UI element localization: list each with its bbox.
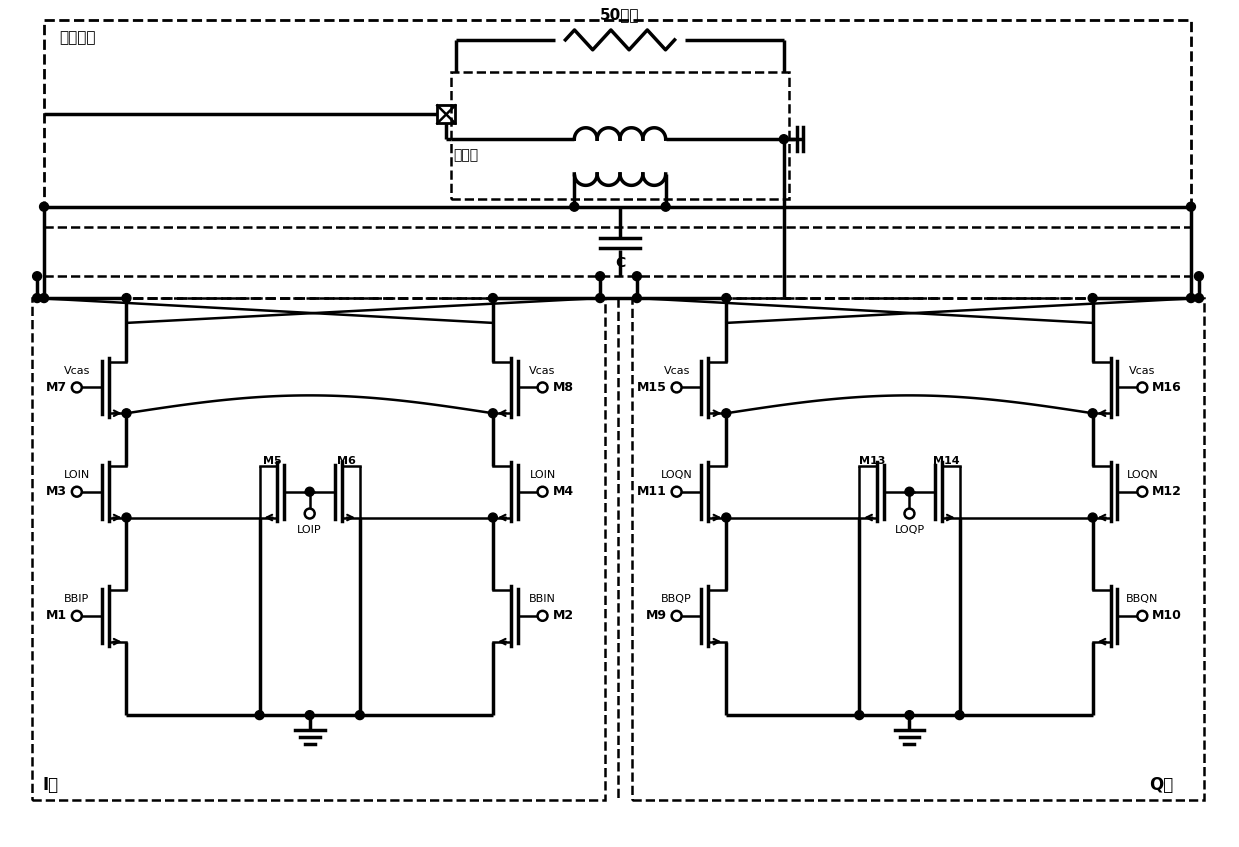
Text: M4: M4: [553, 485, 574, 498]
Text: M3: M3: [46, 485, 67, 498]
Text: BBIN: BBIN: [529, 594, 556, 604]
Text: BBQP: BBQP: [662, 594, 691, 604]
Circle shape: [121, 409, 131, 418]
Text: LOQN: LOQN: [1126, 470, 1158, 479]
Text: LOQN: LOQN: [660, 470, 693, 479]
Circle shape: [722, 409, 731, 418]
Circle shape: [488, 294, 497, 302]
Circle shape: [488, 513, 497, 522]
Text: M7: M7: [46, 381, 67, 394]
Text: M1: M1: [46, 609, 67, 623]
Circle shape: [40, 202, 48, 211]
Circle shape: [1137, 611, 1147, 621]
Text: Vcas: Vcas: [63, 366, 90, 375]
Text: M16: M16: [1152, 381, 1182, 394]
Text: M8: M8: [553, 381, 574, 394]
Circle shape: [904, 487, 914, 496]
Circle shape: [672, 487, 681, 496]
Circle shape: [72, 487, 82, 496]
Circle shape: [40, 294, 48, 302]
Circle shape: [570, 202, 579, 211]
Circle shape: [538, 383, 548, 392]
Text: Vcas: Vcas: [663, 366, 690, 375]
Text: M2: M2: [553, 609, 574, 623]
Circle shape: [904, 711, 914, 720]
Circle shape: [1137, 487, 1147, 496]
Circle shape: [1187, 294, 1196, 302]
Bar: [45, 20, 1191, 298]
Circle shape: [305, 711, 315, 720]
Text: M12: M12: [1152, 485, 1182, 498]
Text: Vcas: Vcas: [529, 366, 556, 375]
Circle shape: [1137, 383, 1147, 392]
Text: M9: M9: [646, 609, 667, 623]
Text: Vcas: Vcas: [1129, 366, 1156, 375]
Circle shape: [1194, 272, 1203, 280]
Circle shape: [72, 383, 82, 392]
Text: LOIN: LOIN: [529, 470, 555, 479]
Text: M13: M13: [859, 456, 886, 466]
Text: BBQN: BBQN: [1126, 594, 1158, 604]
Circle shape: [632, 272, 642, 280]
Text: M14: M14: [933, 456, 960, 466]
Circle shape: [855, 711, 864, 720]
Text: LOIN: LOIN: [63, 470, 90, 479]
Circle shape: [1187, 202, 1196, 211]
Text: M10: M10: [1152, 609, 1182, 623]
Bar: [437, 105, 455, 124]
Circle shape: [538, 487, 548, 496]
Circle shape: [538, 611, 548, 621]
Circle shape: [121, 513, 131, 522]
Text: 50欧姆: 50欧姆: [600, 7, 639, 22]
Text: M15: M15: [637, 381, 667, 394]
Circle shape: [662, 202, 670, 211]
Text: LOQP: LOQP: [895, 525, 924, 535]
Circle shape: [672, 383, 681, 392]
Text: 谐振网络: 谐振网络: [59, 30, 95, 45]
Bar: [632, 298, 1204, 800]
Text: 变压器: 变压器: [453, 148, 478, 162]
Circle shape: [305, 487, 315, 496]
Circle shape: [121, 294, 131, 302]
Circle shape: [904, 508, 914, 518]
Circle shape: [722, 513, 731, 522]
Circle shape: [596, 294, 605, 302]
Text: BBIP: BBIP: [64, 594, 89, 604]
Circle shape: [305, 508, 315, 518]
Text: I核: I核: [42, 776, 58, 794]
Text: M11: M11: [637, 485, 667, 498]
Circle shape: [779, 135, 788, 144]
Circle shape: [255, 711, 264, 720]
Circle shape: [632, 294, 642, 302]
Bar: [32, 298, 605, 800]
Circle shape: [32, 272, 42, 280]
Circle shape: [1088, 409, 1098, 418]
Text: M6: M6: [337, 456, 357, 466]
Circle shape: [72, 611, 82, 621]
Circle shape: [672, 611, 681, 621]
Text: M5: M5: [263, 456, 281, 466]
Circle shape: [1194, 294, 1203, 302]
Text: C: C: [615, 257, 626, 270]
Circle shape: [1088, 294, 1098, 302]
Circle shape: [488, 409, 497, 418]
Text: LOIP: LOIP: [297, 525, 322, 535]
Circle shape: [32, 294, 42, 302]
Text: Q核: Q核: [1150, 776, 1173, 794]
Circle shape: [722, 294, 731, 302]
Bar: [451, 72, 789, 199]
Circle shape: [356, 711, 364, 720]
Circle shape: [596, 272, 605, 280]
Circle shape: [1088, 513, 1098, 522]
Circle shape: [955, 711, 964, 720]
